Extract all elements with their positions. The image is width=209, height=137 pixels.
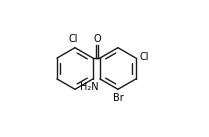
Text: Cl: Cl (69, 34, 78, 44)
Text: H₂N: H₂N (80, 82, 99, 92)
Text: O: O (93, 34, 101, 44)
Text: Cl: Cl (139, 52, 149, 62)
Text: Br: Br (113, 93, 123, 103)
